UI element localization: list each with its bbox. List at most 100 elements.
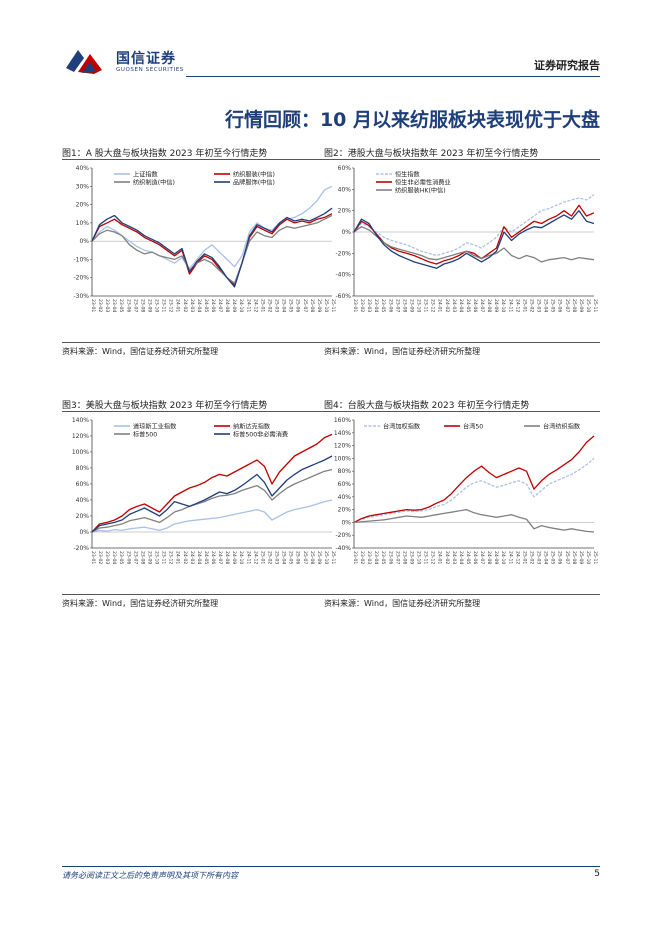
- series-line: [91, 455, 333, 533]
- x-tick-label: 23-02: [359, 299, 365, 312]
- x-tick-label: 24-12: [514, 299, 520, 312]
- line-chart: 140% 120% 100% 80% 60% 40% 20% 0% -20%23-01 23-02…: [72, 417, 336, 564]
- x-tick-label: 24-07: [479, 551, 485, 564]
- x-tick-label: 25-01: [521, 551, 527, 564]
- figure-title: 图4：台股大盘与板块指数 2023 年初至今行情走势: [324, 401, 530, 411]
- x-tick-label: 25-05: [288, 299, 294, 312]
- x-tick-label: 25-10: [585, 551, 591, 564]
- y-tick-label: 20%: [76, 202, 90, 209]
- figure-bottom-rule: [62, 342, 338, 343]
- figure-bottom-rule: [62, 594, 338, 595]
- x-tick-label: 23-10: [154, 551, 160, 564]
- y-tick-label: -30%: [73, 293, 89, 300]
- y-tick-label: 60%: [76, 481, 90, 488]
- logo-mark-icon: [66, 50, 102, 74]
- x-tick-label: 24-01: [175, 299, 181, 312]
- y-tick-label: 40%: [338, 494, 352, 501]
- x-tick-label: 25-11: [592, 551, 598, 564]
- x-tick-label: 24-04: [458, 551, 464, 564]
- x-tick-label: 25-08: [309, 551, 315, 564]
- legend-label: 台湾50: [463, 422, 483, 430]
- y-tick-label: 100%: [334, 455, 351, 462]
- x-tick-label: 24-07: [217, 551, 223, 564]
- x-tick-label: 25-01: [521, 299, 527, 312]
- legend-label: 道琼斯工业指数: [133, 422, 177, 430]
- figure-bottom-rule: [324, 594, 600, 595]
- y-tick-label: 0%: [341, 229, 351, 236]
- x-tick-label: 24-01: [175, 551, 181, 564]
- x-tick-label: 24-03: [189, 299, 195, 312]
- x-tick-label: 25-03: [536, 299, 542, 312]
- series-line: [353, 435, 595, 523]
- figure-title: 图3：美股大盘与板块指数 2023 年初至今行情走势: [62, 401, 268, 411]
- figure-top-rule: [62, 411, 338, 412]
- figure-hk-share: 图2：港股大盘与板块指数年 2023 年初至今行情走势 60% 40% 20% 0% -…: [324, 146, 600, 361]
- x-tick-label: 24-05: [465, 299, 471, 312]
- x-tick-label: 23-03: [366, 551, 372, 564]
- series-line: [353, 508, 595, 533]
- legend-label: 标普500: [133, 430, 157, 438]
- x-tick-label: 25-10: [585, 299, 591, 312]
- x-tick-label: 23-04: [111, 551, 117, 564]
- x-tick-label: 24-03: [451, 551, 457, 564]
- x-tick-label: 24-10: [238, 551, 244, 564]
- y-tick-label: 120%: [334, 443, 351, 450]
- x-tick-label: 23-10: [416, 299, 422, 312]
- x-tick-label: 24-12: [252, 551, 258, 564]
- x-tick-label: 23-05: [380, 551, 386, 564]
- x-tick-label: 23-09: [146, 551, 152, 564]
- x-tick-label: 23-10: [154, 299, 160, 312]
- figure-source: 资料来源：Wind，国信证券经济研究所整理: [62, 347, 219, 356]
- x-tick-label: 25-07: [564, 551, 570, 564]
- x-tick-label: 25-06: [557, 299, 563, 312]
- x-tick-label: 24-03: [451, 299, 457, 312]
- logo-name-en: GUOSEN SECURITIES: [116, 67, 184, 73]
- x-tick-label: 24-03: [189, 551, 195, 564]
- x-tick-label: 23-08: [139, 551, 145, 564]
- x-tick-label: 23-03: [104, 551, 110, 564]
- legend-label: 纺织制造(中信): [133, 178, 175, 186]
- y-tick-label: 20%: [338, 208, 352, 215]
- x-tick-label: 25-07: [564, 299, 570, 312]
- x-tick-label: 24-08: [486, 299, 492, 312]
- x-tick-label: 24-12: [514, 551, 520, 564]
- x-tick-label: 25-11: [330, 299, 336, 312]
- series-line: [353, 210, 595, 269]
- x-tick-label: 23-01: [90, 551, 96, 564]
- y-tick-label: 40%: [76, 497, 90, 504]
- x-tick-label: 24-05: [465, 551, 471, 564]
- series-line: [353, 226, 595, 263]
- x-tick-label: 24-02: [444, 299, 450, 312]
- y-tick-label: -20%: [73, 545, 89, 552]
- footer-divider: [62, 866, 600, 867]
- x-tick-label: 24-08: [224, 299, 230, 312]
- x-tick-label: 23-12: [168, 551, 174, 564]
- figure-us-share: 图3：美股大盘与板块指数 2023 年初至今行情走势 140% 120% 100% 8…: [62, 398, 338, 613]
- x-tick-label: 23-08: [401, 551, 407, 564]
- x-tick-label: 24-05: [203, 551, 209, 564]
- x-tick-label: 24-06: [210, 299, 216, 312]
- x-tick-label: 23-09: [408, 551, 414, 564]
- series-line: [353, 204, 595, 265]
- x-tick-label: 24-06: [472, 551, 478, 564]
- x-tick-label: 24-07: [479, 299, 485, 312]
- line-chart: 60%40%20%0%-20%-40%-60%23-01 23-02 23-03 23…: [335, 165, 598, 312]
- x-tick-label: 23-01: [352, 299, 358, 312]
- x-tick-label: 23-06: [125, 299, 131, 312]
- legend-label: 台湾加权指数: [383, 422, 421, 430]
- y-tick-label: -40%: [335, 545, 351, 552]
- x-tick-label: 25-04: [281, 299, 287, 312]
- x-tick-label: 23-01: [352, 551, 358, 564]
- x-tick-label: 25-02: [266, 551, 272, 564]
- x-tick-label: 24-04: [458, 299, 464, 312]
- x-tick-label: 25-01: [259, 299, 265, 312]
- x-tick-label: 24-12: [252, 299, 258, 312]
- x-tick-label: 24-07: [217, 299, 223, 312]
- x-tick-label: 25-10: [323, 299, 329, 312]
- x-tick-label: 23-04: [111, 299, 117, 312]
- x-tick-label: 25-04: [543, 299, 549, 312]
- x-tick-label: 23-05: [118, 299, 124, 312]
- y-tick-label: 40%: [76, 165, 90, 172]
- x-tick-label: 23-09: [408, 299, 414, 312]
- x-tick-label: 23-04: [373, 299, 379, 312]
